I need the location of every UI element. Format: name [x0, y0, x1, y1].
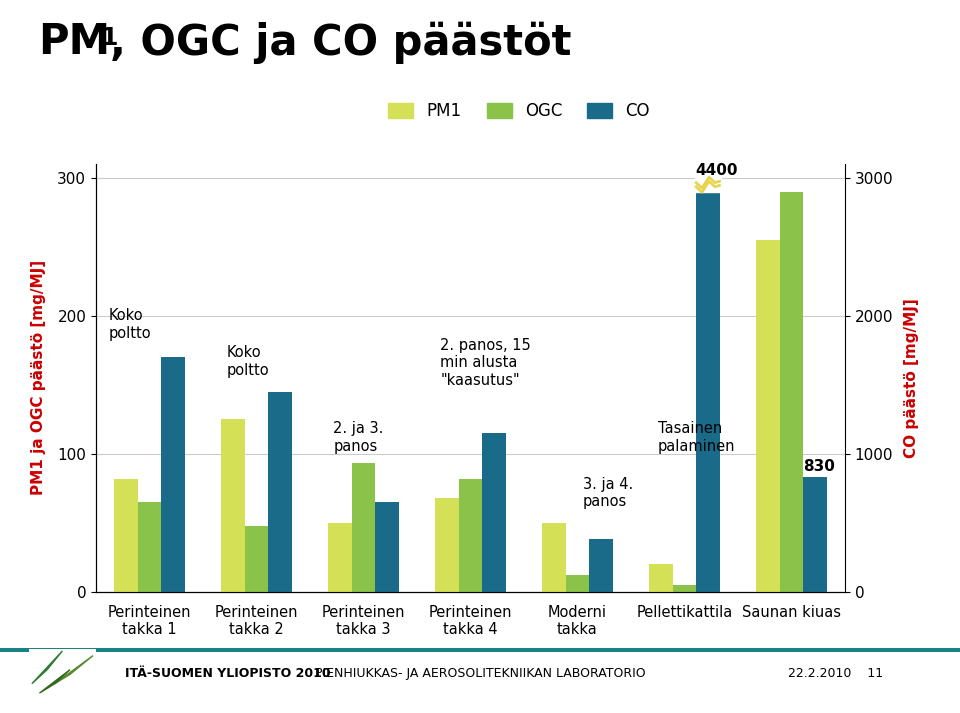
- Text: 2. panos, 15
min alusta
"kaasutus": 2. panos, 15 min alusta "kaasutus": [441, 338, 531, 388]
- Polygon shape: [55, 656, 93, 684]
- Text: Koko
poltto: Koko poltto: [108, 308, 152, 341]
- Bar: [375, 502, 398, 592]
- Text: 4400: 4400: [695, 163, 737, 178]
- Bar: [245, 525, 268, 592]
- Bar: [351, 463, 375, 592]
- Bar: [482, 433, 506, 592]
- Bar: [565, 575, 589, 592]
- Bar: [673, 585, 696, 592]
- Text: , OGC ja CO päästöt: , OGC ja CO päästöt: [110, 21, 572, 63]
- Bar: [756, 240, 780, 592]
- Text: 3. ja 4.
panos: 3. ja 4. panos: [583, 476, 633, 509]
- Text: PM: PM: [38, 21, 110, 63]
- Bar: [542, 523, 565, 592]
- Bar: [435, 498, 459, 592]
- Y-axis label: PM1 ja OGC päästö [mg/MJ]: PM1 ja OGC päästö [mg/MJ]: [31, 260, 46, 496]
- Text: Koko
poltto: Koko poltto: [227, 346, 269, 378]
- Bar: [804, 477, 827, 592]
- Text: PIENHIUKKAS- JA AEROSOLITEKNIIKAN LABORATORIO: PIENHIUKKAS- JA AEROSOLITEKNIIKAN LABORA…: [315, 667, 645, 680]
- Bar: [459, 478, 482, 592]
- Polygon shape: [32, 651, 62, 684]
- Text: 2. ja 3.
panos: 2. ja 3. panos: [333, 421, 384, 453]
- Bar: [161, 357, 184, 592]
- Polygon shape: [39, 670, 70, 693]
- Bar: [696, 185, 720, 592]
- Text: 22.2.2010    11: 22.2.2010 11: [788, 667, 883, 680]
- Y-axis label: CO päästö [mg/MJ]: CO päästö [mg/MJ]: [904, 298, 920, 458]
- Bar: [780, 192, 804, 592]
- Bar: [114, 478, 137, 592]
- Bar: [221, 419, 245, 592]
- Bar: [268, 391, 292, 592]
- Text: 830: 830: [804, 459, 835, 474]
- Bar: [328, 523, 351, 592]
- Text: ITÄ-SUOMEN YLIOPISTO 2010: ITÄ-SUOMEN YLIOPISTO 2010: [125, 667, 330, 680]
- Text: Tasainen
palaminen: Tasainen palaminen: [658, 421, 735, 453]
- Bar: [649, 564, 673, 592]
- Bar: [589, 539, 612, 592]
- Text: 1: 1: [100, 26, 117, 51]
- Bar: [137, 502, 161, 592]
- Legend: PM1, OGC, CO: PM1, OGC, CO: [381, 96, 657, 127]
